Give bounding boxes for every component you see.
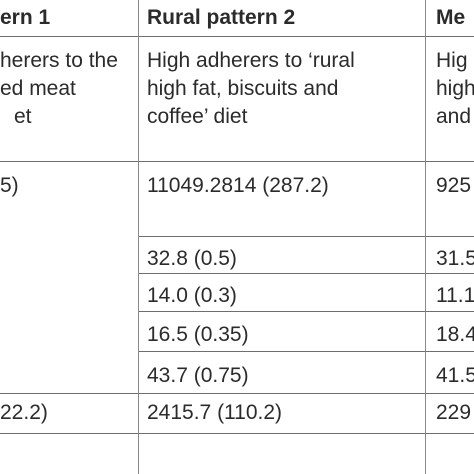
- description-line: Hig: [436, 49, 468, 72]
- description-line: coffee’ diet: [147, 105, 248, 128]
- table-cell: 41.5: [436, 364, 474, 387]
- table-cell: 43.7 (0.75): [147, 364, 249, 387]
- table-cell: 22.2): [0, 401, 48, 424]
- description-line: high: [436, 77, 474, 100]
- column-divider-2: [425, 0, 426, 474]
- row-rule-3: [138, 311, 474, 312]
- table-cell: 14.0 (0.3): [147, 284, 237, 307]
- column-description: herers to the ed meat et: [0, 47, 118, 131]
- column-divider-1: [138, 0, 139, 474]
- table-cell: 18.4: [436, 323, 474, 346]
- description-line: herers to the: [0, 49, 118, 72]
- table-cell: 229: [436, 401, 472, 424]
- description-line: high fat, biscuits and: [147, 77, 339, 100]
- description-line: and: [436, 105, 472, 128]
- header-rule: [0, 36, 474, 37]
- description-line: High adherers to ‘rural: [147, 49, 355, 72]
- description-rule: [0, 161, 474, 162]
- column-header: ern 1: [0, 6, 51, 29]
- column-header: Me: [436, 6, 466, 29]
- column-description: Hig high and: [436, 47, 474, 131]
- table-cell: 5): [0, 174, 19, 197]
- column-description: High adherers to ‘rural high fat, biscui…: [147, 47, 355, 131]
- row-rule-2: [138, 273, 474, 274]
- column-pattern-3: Me Hig high and 925 31.5 11.1 18.4 41.5 …: [436, 0, 474, 474]
- table-cell: 31.5: [436, 247, 474, 270]
- table-cell: 11.1: [436, 284, 474, 307]
- table-cell: 16.5 (0.35): [147, 323, 249, 346]
- description-line: ed meat: [0, 77, 76, 100]
- column-pattern-1: ern 1 herers to the ed meat et 5) 22.2): [0, 0, 140, 474]
- table-cell: 925: [436, 174, 472, 197]
- row-rule-5: [0, 393, 474, 394]
- table-cell: 32.8 (0.5): [147, 247, 237, 270]
- column-rural-pattern-2: Rural pattern 2 High adherers to ‘rural …: [147, 0, 427, 474]
- table-cell: 11049.2814 (287.2): [147, 174, 329, 197]
- row-rule-4: [138, 351, 474, 352]
- column-header: Rural pattern 2: [147, 6, 296, 29]
- row-rule-6: [0, 433, 474, 434]
- row-rule-1: [138, 236, 474, 237]
- table-cell: 2415.7 (110.2): [147, 401, 283, 424]
- description-line: et: [14, 105, 32, 128]
